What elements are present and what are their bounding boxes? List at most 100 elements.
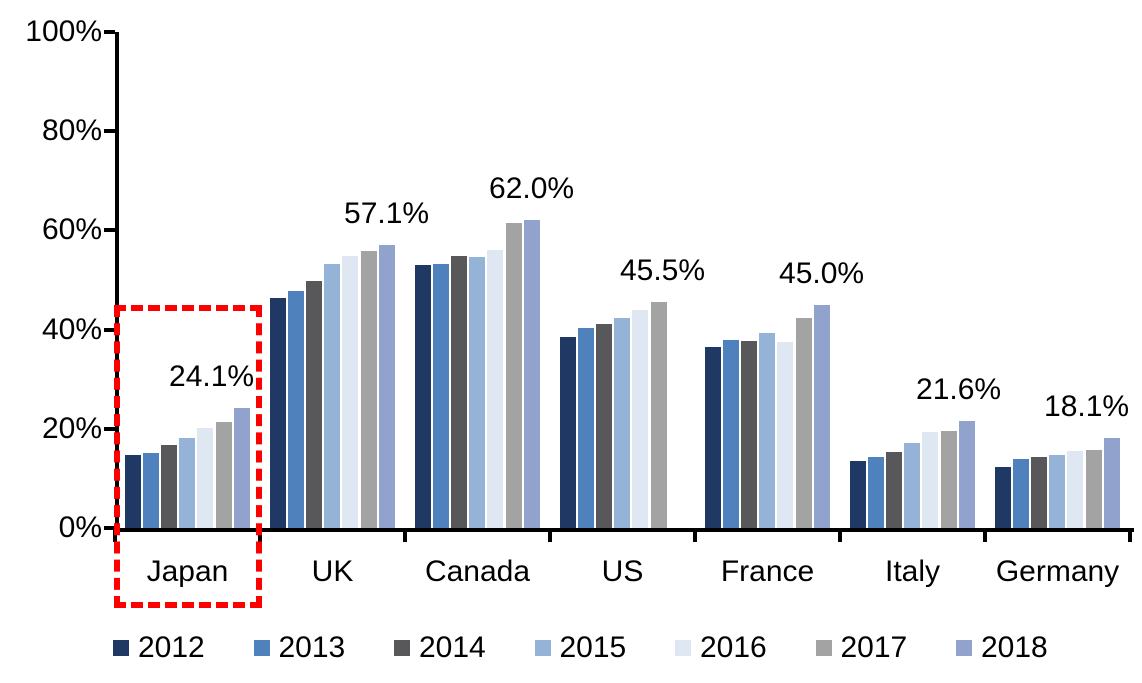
bar-germany-2012 — [995, 466, 1011, 528]
y-axis-tick-mark — [104, 129, 115, 134]
bar-germany-2016 — [1067, 451, 1084, 528]
y-axis-tick-label: 80% — [41, 114, 102, 148]
bar-germany-2017 — [1085, 450, 1102, 528]
legend-label-2015: 2015 — [559, 631, 627, 664]
bar-japan-2018 — [233, 408, 250, 528]
y-axis-tick-label: 100% — [25, 15, 102, 48]
legend-swatch-2015 — [534, 640, 551, 656]
bar-italy-2018 — [958, 420, 975, 528]
data-label-uk: 57.1% — [344, 196, 430, 230]
bar-japan-2015 — [179, 438, 196, 528]
bar-us-2015 — [614, 317, 631, 528]
legend-item-2015: 2015 — [534, 631, 627, 665]
data-label-canada: 62.0% — [489, 172, 575, 206]
legend-swatch-2012 — [113, 640, 129, 656]
legend-item-2012: 2012 — [113, 631, 205, 665]
bar-germany-2015 — [1049, 454, 1066, 528]
bar-japan-2013 — [143, 453, 160, 528]
x-axis-tick-mark — [548, 528, 552, 542]
legend-swatch-2013 — [253, 640, 270, 656]
bar-japan-2012 — [125, 454, 141, 528]
legend-swatch-2018 — [956, 640, 972, 656]
bar-italy-2014 — [886, 451, 903, 528]
bar-us-2016 — [632, 310, 649, 528]
legend: 2012 2013 2014 2015 2016 2017 2018 — [0, 631, 1142, 667]
japan-highlight-box — [114, 305, 262, 608]
x-axis-tick-mark — [838, 528, 842, 542]
legend-swatch-2016 — [675, 640, 691, 656]
bar-uk-2013 — [288, 291, 305, 528]
bar-canada-2012 — [415, 265, 431, 528]
y-axis-tick-label: 40% — [41, 312, 102, 346]
category-label-japan: Japan — [146, 555, 229, 588]
legend-swatch-2014 — [394, 640, 410, 656]
bar-france-2018 — [813, 304, 830, 528]
bar-uk-2014 — [306, 280, 323, 528]
bar-canada-2013 — [433, 263, 450, 528]
legend-item-2016: 2016 — [675, 631, 767, 665]
legend-item-2014: 2014 — [394, 631, 486, 665]
bar-uk-2015 — [324, 264, 341, 528]
y-axis-tick-label: 20% — [41, 411, 102, 445]
bar-us-2012 — [560, 336, 576, 528]
data-label-italy: 21.6% — [916, 372, 1002, 406]
legend-item-2018: 2018 — [956, 631, 1048, 665]
category-label-germany: Germany — [995, 555, 1120, 588]
y-axis-tick-mark — [104, 526, 115, 530]
bar-uk-2012 — [270, 298, 286, 528]
x-axis-tick-mark — [983, 528, 987, 542]
bar-us-2014 — [596, 323, 613, 528]
bar-italy-2013 — [868, 456, 885, 528]
legend-label-2018: 2018 — [981, 631, 1048, 664]
category-label-uk: UK — [311, 555, 354, 588]
bar-canada-2015 — [469, 257, 486, 528]
bar-italy-2012 — [850, 460, 866, 528]
x-axis-tick-mark — [693, 528, 697, 542]
category-label-italy: Italy — [884, 555, 941, 588]
bar-france-2012 — [705, 346, 721, 528]
bar-us-2017 — [650, 302, 667, 528]
x-axis-tick-mark — [1128, 528, 1132, 542]
y-axis-tick-mark — [104, 228, 115, 233]
bar-italy-2015 — [904, 443, 921, 528]
category-label-france: France — [720, 555, 815, 588]
x-axis-tick-mark — [403, 528, 407, 542]
legend-label-2014: 2014 — [419, 631, 486, 664]
bar-germany-2013 — [1013, 459, 1030, 528]
bar-japan-2016 — [197, 428, 214, 528]
bar-canada-2016 — [487, 249, 504, 528]
bar-canada-2017 — [505, 223, 522, 528]
bar-germany-2014 — [1031, 457, 1048, 528]
bar-france-2013 — [723, 340, 740, 528]
bar-canada-2018 — [523, 220, 540, 528]
y-axis-tick-mark — [104, 327, 115, 332]
legend-label-2013: 2013 — [278, 631, 346, 664]
data-label-japan: 24.1% — [169, 360, 255, 394]
data-label-germany: 18.1% — [1044, 390, 1130, 424]
data-label-france: 45.0% — [779, 256, 865, 290]
legend-label-2016: 2016 — [700, 631, 767, 664]
bar-germany-2018 — [1103, 438, 1120, 528]
category-label-us: US — [601, 555, 644, 588]
bar-france-2014 — [741, 340, 758, 528]
bar-uk-2018 — [378, 244, 395, 528]
legend-item-2013: 2013 — [253, 631, 346, 665]
y-axis-tick-label: 60% — [41, 213, 102, 247]
category-label-canada: Canada — [424, 555, 531, 588]
y-axis-tick-label: 0% — [58, 511, 102, 544]
bar-uk-2016 — [342, 255, 359, 528]
bar-france-2015 — [759, 332, 776, 528]
bar-france-2016 — [777, 342, 794, 528]
data-label-us: 45.5% — [619, 254, 706, 288]
legend-item-2017: 2017 — [815, 631, 907, 665]
bar-japan-2017 — [215, 422, 232, 528]
bar-france-2017 — [795, 317, 812, 528]
bar-canada-2014 — [451, 256, 468, 528]
bar-japan-2014 — [161, 445, 178, 528]
bar-uk-2017 — [360, 250, 377, 528]
bar-italy-2017 — [940, 431, 957, 528]
y-axis-tick-mark — [104, 426, 115, 431]
bar-italy-2016 — [922, 432, 939, 528]
plot-area: 24.1% 57.1% 62.0% 45.5% 45.0% 21.6% 18.1% — [104, 30, 1134, 542]
